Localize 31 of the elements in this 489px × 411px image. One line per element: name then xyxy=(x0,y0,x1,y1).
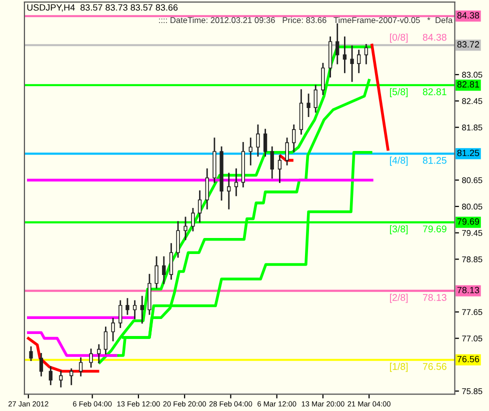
y-tick-label: 81.85 xyxy=(462,124,482,130)
annotation: [1/8] xyxy=(390,362,408,372)
ref-line-label: 81.25 xyxy=(457,150,480,156)
annotation: [2/8] xyxy=(390,294,408,303)
ref-line-label: 84.38 xyxy=(457,12,480,19)
annotation: [0/8] xyxy=(390,34,408,43)
ref-line-label: 78.13 xyxy=(457,286,480,294)
y-tick-label: 77.05 xyxy=(462,336,482,342)
annotation: 82.81 xyxy=(422,88,446,96)
y-tick-label: 77.65 xyxy=(462,309,482,316)
y-tick-label: 83.05 xyxy=(462,72,482,78)
annotation: [3/8] xyxy=(390,225,408,234)
ref-line-label: 76.56 xyxy=(457,356,480,362)
annotation: [5/8] xyxy=(390,88,408,98)
annotation: 78.13 xyxy=(422,294,446,301)
ref-line-label: 83.72 xyxy=(457,41,480,48)
chart-title: USDJPY,H4 83.57 83.73 83.57 83.66 xyxy=(27,4,178,12)
y-tick-label: 79.45 xyxy=(462,230,482,236)
annotation: 79.69 xyxy=(422,225,446,232)
annotation: [4/8] xyxy=(390,156,408,166)
y-tick-label: 80.05 xyxy=(462,204,482,210)
annotation: 81.25 xyxy=(422,156,446,164)
annotation: 84.38 xyxy=(422,34,446,41)
annotation: 76.56 xyxy=(422,363,446,370)
annotation: :::: DateTime: 2012.03.21 09:36 Price: 83.66 TimeFrame-2007-v0.05 * Defa xyxy=(159,16,453,24)
y-tick-label: 75.85 xyxy=(462,388,482,394)
ref-line-label: 79.69 xyxy=(457,218,480,225)
y-tick-label: 80.65 xyxy=(462,177,482,184)
y-tick-label: 78.85 xyxy=(462,256,482,262)
ref-line-label: 82.81 xyxy=(457,81,480,88)
y-tick-label: 82.45 xyxy=(462,98,482,104)
